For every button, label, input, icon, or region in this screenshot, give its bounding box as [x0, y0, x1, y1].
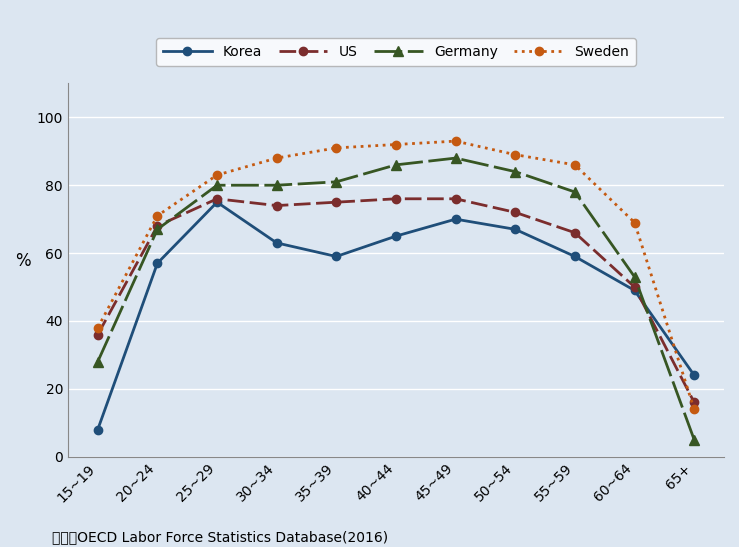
US: [511, 209, 520, 216]
Germany: [392, 161, 401, 168]
Korea: [332, 253, 341, 260]
Korea: [153, 260, 162, 266]
US: [630, 284, 639, 290]
Korea: [571, 253, 579, 260]
Korea: [689, 372, 698, 379]
Korea: [392, 233, 401, 240]
Germany: [452, 155, 460, 161]
Y-axis label: %: %: [15, 252, 30, 270]
Legend: Korea, US, Germany, Sweden: Korea, US, Germany, Sweden: [156, 38, 636, 66]
Sweden: [272, 155, 281, 161]
Sweden: [93, 324, 102, 331]
Line: Korea: Korea: [94, 198, 698, 434]
Germany: [571, 189, 579, 195]
US: [153, 223, 162, 229]
Germany: [213, 182, 222, 189]
US: [272, 202, 281, 209]
Text: 자료：OECD Labor Force Statistics Database(2016): 자료：OECD Labor Force Statistics Database(…: [52, 531, 388, 544]
Germany: [689, 437, 698, 443]
Line: US: US: [94, 195, 698, 406]
Korea: [630, 287, 639, 294]
Line: Sweden: Sweden: [94, 137, 698, 414]
Germany: [332, 178, 341, 185]
Sweden: [153, 212, 162, 219]
Sweden: [630, 219, 639, 226]
Germany: [272, 182, 281, 189]
US: [452, 195, 460, 202]
Sweden: [689, 406, 698, 412]
Korea: [93, 426, 102, 433]
Germany: [153, 226, 162, 232]
Sweden: [571, 161, 579, 168]
Korea: [272, 240, 281, 246]
Sweden: [332, 144, 341, 151]
Korea: [511, 226, 520, 232]
US: [93, 331, 102, 338]
US: [213, 195, 222, 202]
Korea: [213, 199, 222, 206]
US: [689, 399, 698, 406]
Korea: [452, 216, 460, 223]
Line: Germany: Germany: [93, 153, 699, 445]
Germany: [511, 168, 520, 175]
Sweden: [452, 138, 460, 144]
Sweden: [511, 152, 520, 158]
Sweden: [392, 141, 401, 148]
US: [392, 195, 401, 202]
Germany: [93, 358, 102, 365]
US: [332, 199, 341, 206]
US: [571, 229, 579, 236]
Sweden: [213, 172, 222, 178]
Germany: [630, 274, 639, 280]
